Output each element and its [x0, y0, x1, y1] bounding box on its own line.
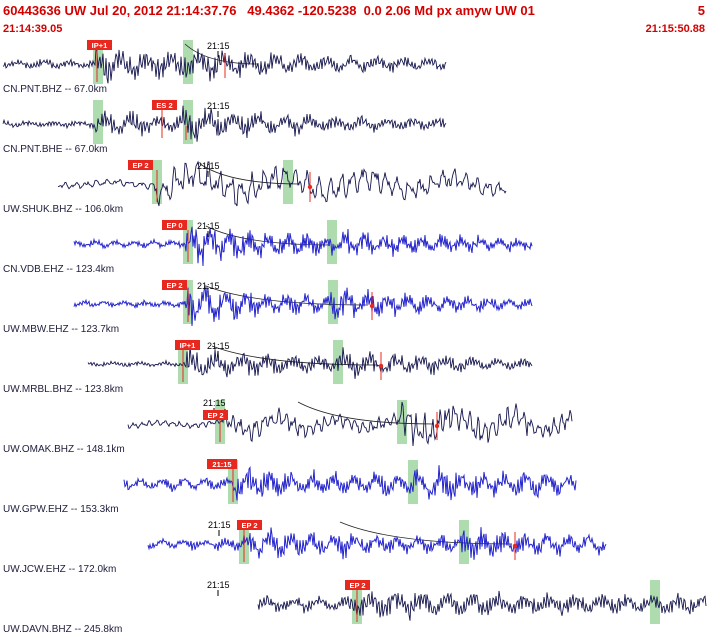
- pick-flag-label: EP 2: [349, 581, 365, 590]
- time-tick-label: 21:15: [203, 398, 226, 408]
- waveform[interactable]: [257, 590, 707, 621]
- pick-flag[interactable]: [237, 520, 262, 530]
- pick-flag[interactable]: [162, 280, 187, 290]
- time-tick-label: 21:15: [207, 341, 230, 351]
- trace-row-uw-davn-bhz[interactable]: 21:15 EP 2 UW.DAVN.BHZ -- 245.8km: [0, 578, 708, 638]
- pick-flag-label: EP 2: [241, 521, 257, 530]
- coda-decay-curve: [205, 225, 331, 246]
- time-tick-label: 21:15: [207, 41, 230, 51]
- station-label: UW.JCW.EHZ -- 172.0km: [3, 564, 116, 575]
- pick-flag-label: ES 2: [156, 101, 172, 110]
- window-start-time: 21:14:39.05: [3, 23, 63, 35]
- time-tick-label: 21:15: [197, 221, 220, 231]
- time-tick-label: 21:15: [197, 281, 220, 291]
- pick-uncertainty-band: [408, 460, 418, 504]
- pick-flag[interactable]: [152, 100, 177, 110]
- station-label: CN.PNT.BHE -- 67.0km: [3, 144, 107, 155]
- waveform[interactable]: [57, 160, 507, 207]
- coda-decay-curve: [211, 345, 379, 366]
- pick-flag[interactable]: [203, 410, 228, 420]
- event-header: 60443636 UW Jul 20, 2012 21:14:37.76 49.…: [0, 0, 708, 38]
- station-label: UW.GPW.EHZ -- 153.3km: [3, 504, 119, 515]
- coda-pick-dot[interactable]: [434, 423, 440, 429]
- pick-flag-label: EP 2: [207, 411, 223, 420]
- pick-flag[interactable]: [175, 340, 200, 350]
- trace-row-uw-jcw-ehz[interactable]: 21:15 EP 2 UW.JCW.EHZ -- 172.0km: [0, 518, 708, 578]
- trace-row-uw-mrbl-bhz[interactable]: 21:15 IP+1 UW.MRBL.BHZ -- 123.8km: [0, 338, 708, 398]
- waveform[interactable]: [147, 527, 607, 560]
- station-label: UW.OMAK.BHZ -- 148.1km: [3, 444, 125, 455]
- coda-decay-curve: [297, 401, 435, 425]
- time-tick-label: 21:15: [207, 580, 230, 590]
- trace-row-uw-mbw-ehz[interactable]: 21:15 EP 2 UW.MBW.EHZ -- 123.7km: [0, 278, 708, 338]
- pick-uncertainty-band: [328, 280, 338, 324]
- trace-row-cn-pnt-bhz[interactable]: 21:15 IP+1 CN.PNT.BHZ -- 67.0km: [0, 38, 708, 98]
- time-window-line: 21:14:39.05 21:15:50.88: [3, 21, 705, 37]
- event-summary: 60443636 UW Jul 20, 2012 21:14:37.76 49.…: [3, 3, 535, 18]
- pick-uncertainty-band: [327, 220, 337, 264]
- pick-flag[interactable]: [128, 160, 153, 170]
- pick-uncertainty-band: [333, 340, 343, 384]
- coda-pick-dot[interactable]: [307, 184, 313, 190]
- pick-flag-label: EP 2: [132, 161, 148, 170]
- header-page-number: 5: [697, 3, 705, 18]
- event-id-line: 60443636 UW Jul 20, 2012 21:14:37.76 49.…: [3, 1, 705, 21]
- pick-flag[interactable]: [87, 40, 112, 50]
- station-label: UW.SHUK.BHZ -- 106.0km: [3, 204, 123, 215]
- pick-flag-label: EP 0: [166, 221, 182, 230]
- trace-row-uw-omak-bhz[interactable]: 21:15 EP 2 UW.OMAK.BHZ -- 148.1km: [0, 398, 708, 458]
- pick-uncertainty-band: [183, 100, 193, 144]
- coda-pick-dot[interactable]: [369, 303, 375, 309]
- time-tick-label: 21:15: [207, 101, 230, 111]
- pick-flag-label: IP+1: [92, 41, 108, 50]
- trace-row-cn-vdb-ehz[interactable]: 21:15 EP 0 CN.VDB.EHZ -- 123.4km: [0, 218, 708, 278]
- pick-flag[interactable]: [345, 580, 370, 590]
- trace-list: 21:15 IP+1 CN.PNT.BHZ -- 67.0km 21:15 ES 2 CN…: [0, 38, 708, 638]
- station-label: CN.VDB.EHZ -- 123.4km: [3, 264, 114, 275]
- pick-flag-label: EP 2: [166, 281, 182, 290]
- pick-flag-label: 21:15: [212, 460, 231, 469]
- trace-row-uw-shuk-bhz[interactable]: 21:15 EP 2 UW.SHUK.BHZ -- 106.0km: [0, 158, 708, 218]
- pick-uncertainty-band: [397, 400, 407, 444]
- pick-flag[interactable]: [207, 459, 237, 469]
- station-label: UW.MRBL.BHZ -- 123.8km: [3, 384, 123, 395]
- coda-pick-dot[interactable]: [378, 363, 384, 369]
- window-end-time: 21:15:50.88: [645, 23, 705, 35]
- time-tick-label: 21:15: [197, 161, 220, 171]
- waveform[interactable]: [127, 401, 573, 447]
- waveform[interactable]: [2, 105, 447, 142]
- pick-flag[interactable]: [162, 220, 187, 230]
- waveform[interactable]: [87, 344, 533, 379]
- trace-row-uw-gpw-ehz[interactable]: 21:15 UW.GPW.EHZ -- 153.3km: [0, 458, 708, 518]
- pick-uncertainty-band: [459, 520, 469, 564]
- pick-uncertainty-band: [283, 160, 293, 204]
- station-label: UW.MBW.EHZ -- 123.7km: [3, 324, 119, 335]
- trace-row-cn-pnt-bhe[interactable]: 21:15 ES 2 CN.PNT.BHE -- 67.0km: [0, 98, 708, 158]
- waveform[interactable]: [73, 284, 533, 327]
- pick-uncertainty-band: [183, 40, 193, 84]
- pick-flag-label: IP+1: [180, 341, 196, 350]
- station-label: UW.DAVN.BHZ -- 245.8km: [3, 624, 122, 635]
- waveform[interactable]: [73, 226, 533, 267]
- waveform[interactable]: [123, 465, 577, 501]
- coda-pick-dot[interactable]: [512, 543, 518, 549]
- time-tick-label: 21:15: [208, 520, 231, 530]
- station-label: CN.PNT.BHZ -- 67.0km: [3, 84, 107, 95]
